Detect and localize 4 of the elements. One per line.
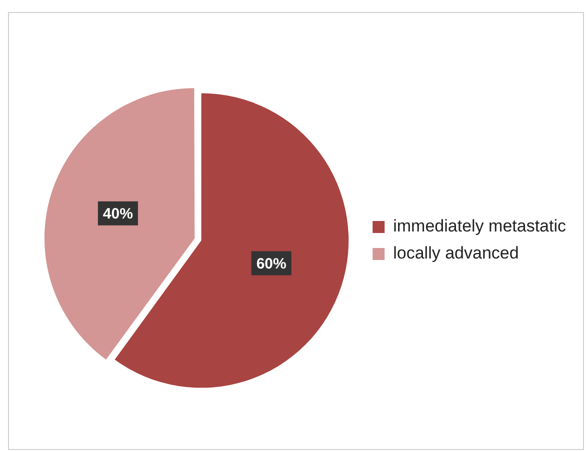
- data-label: 60%: [256, 255, 286, 272]
- data-label: 40%: [102, 206, 133, 223]
- legend-label: locally advanced: [393, 244, 519, 263]
- legend-label: immediately metastatic: [393, 216, 566, 236]
